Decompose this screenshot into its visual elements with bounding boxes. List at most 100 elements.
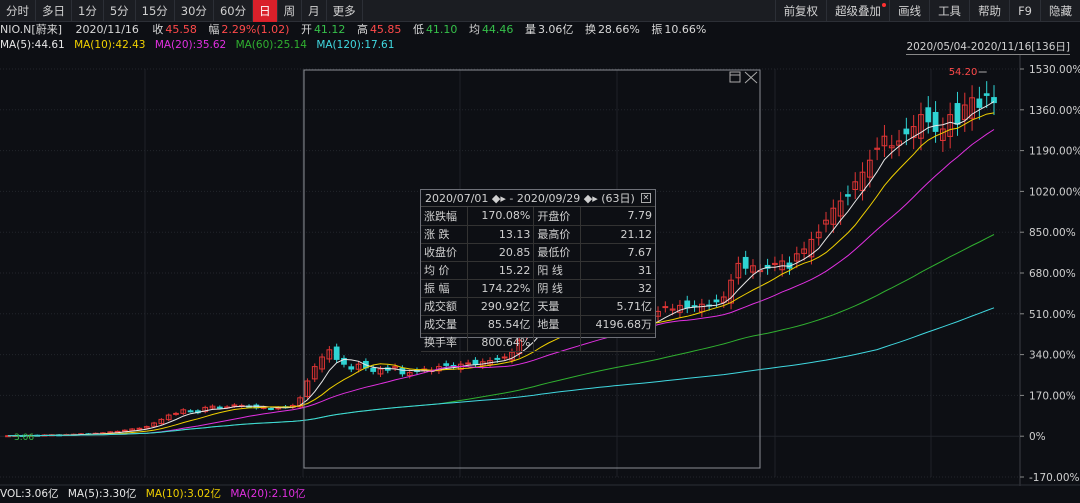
period-tab-1[interactable]: 多日 — [36, 0, 72, 22]
stat-key: 地量 — [533, 315, 582, 334]
stat-value: 5.71亿 — [580, 297, 655, 316]
candle-body — [983, 93, 990, 96]
stats-row: 均 价 15.22 阳 线 31 — [421, 261, 655, 280]
candle-body — [881, 135, 888, 147]
candle-body — [961, 104, 968, 121]
candle-body — [918, 114, 924, 139]
popup-date-range: 2020/07/01 ◆▸ - 2020/09/29 ◆▸ (63日) — [425, 192, 635, 205]
candle-body — [932, 111, 939, 132]
stock-symbol: NIO.N[蔚来] — [0, 23, 62, 36]
candle-body — [976, 98, 983, 108]
stat-value: 4196.68万 — [580, 315, 655, 334]
candlestick-chart[interactable]: 1530.00% 1360.00% 1190.00% 1020.00% 850.00% 6… — [0, 55, 1080, 486]
stat-key: 阳 线 — [533, 261, 582, 280]
toolbar-item-0[interactable]: 前复权 — [774, 0, 827, 22]
stat-value: 32 — [580, 279, 655, 298]
toolbar-item-6[interactable]: 隐藏 — [1040, 0, 1080, 22]
ma10-legend: MA(10):42.43 — [74, 39, 146, 51]
candle-body — [319, 356, 325, 370]
period-tab-8[interactable]: 周 — [278, 0, 303, 22]
candle-body — [136, 427, 143, 430]
candle-body — [852, 181, 859, 190]
period-tab-7[interactable]: 日 — [253, 0, 278, 22]
candle-body — [991, 97, 997, 104]
period-tab-0[interactable]: 分时 — [0, 0, 36, 22]
toolbar-item-1[interactable]: 超级叠加 — [826, 0, 889, 22]
close-icon[interactable]: ✕ — [641, 193, 651, 203]
candle-body — [742, 256, 749, 269]
candle-body — [165, 414, 172, 421]
low-label: 低 — [412, 23, 424, 36]
stat-key: 涨 跌 — [421, 225, 468, 244]
candle-body — [304, 380, 311, 398]
turnover-value: 28.66% — [597, 23, 640, 36]
candle-body — [355, 363, 362, 370]
period-tab-3[interactable]: 5分 — [104, 0, 136, 22]
period-tab-4[interactable]: 15分 — [136, 0, 175, 22]
candle-body — [662, 306, 669, 309]
high-value: 45.85 — [369, 23, 402, 36]
stat-value: 170.08% — [467, 207, 535, 226]
toolbar-right-menu: 前复权 超级叠加 画线 工具 帮助 F9 隐藏 — [774, 0, 1080, 22]
high-label: 高 — [356, 23, 368, 36]
stat-key: 均 价 — [421, 261, 468, 280]
period-tab-9[interactable]: 月 — [302, 0, 327, 22]
candle-body — [903, 128, 910, 135]
candle-body — [187, 410, 194, 413]
date-range-label[interactable]: 2020/05/04-2020/11/16[136日] — [906, 41, 1070, 55]
quote-summary: NIO.N[蔚来] 2020/11/16 收 45.58 幅 2.29%(1.02)… — [0, 22, 708, 38]
period-tab-2[interactable]: 1分 — [72, 0, 104, 22]
peak-price-label: 54.20 — [949, 67, 978, 78]
stat-value: 13.13 — [467, 225, 535, 244]
toolbar-item-3[interactable]: 工具 — [929, 0, 969, 22]
stat-value: 290.92亿 — [467, 297, 535, 316]
stat-key — [533, 333, 582, 352]
candle-body — [333, 346, 340, 360]
stat-value: 85.54亿 — [467, 315, 535, 334]
volume-legend: VOL:3.06亿 MA(5):3.30亿 MA(10):3.02亿 MA(20… — [0, 486, 306, 503]
change-label: 幅 — [208, 23, 220, 36]
open-label: 开 — [300, 23, 312, 36]
candle-body — [720, 296, 727, 303]
y-axis-label: 1190.00% — [1029, 146, 1080, 158]
candle-body — [713, 299, 720, 303]
stat-value: 31 — [580, 261, 655, 280]
stat-key: 天量 — [533, 297, 582, 316]
candle-body — [341, 357, 347, 365]
y-axis-label: 680.00% — [1029, 268, 1076, 280]
candle-body — [925, 107, 932, 123]
ma120-legend: MA(120):17.61 — [316, 39, 395, 51]
stat-value: 15.22 — [467, 261, 535, 280]
y-axis-label: 510.00% — [1029, 309, 1076, 321]
period-tab-6[interactable]: 60分 — [214, 0, 254, 22]
vol-ma10: MA(10):3.02亿 — [145, 488, 221, 500]
stats-row: 成交量 85.54亿 地量 4196.68万 — [421, 315, 655, 334]
close-label: 收 — [152, 23, 164, 36]
toolbar-item-2[interactable]: 画线 — [889, 0, 929, 22]
candle-body — [896, 140, 902, 146]
toolbar-item-5[interactable]: F9 — [1009, 0, 1040, 22]
candle-body — [823, 219, 829, 225]
stat-key: 换手率 — [421, 333, 468, 352]
avg-label: 均 — [468, 23, 480, 36]
stats-table: 涨跌幅 170.08% 开盘价 7.79 涨 跌 13.13 最高价 21.12 收盘价 20.8… — [421, 207, 655, 352]
period-tab-5[interactable]: 30分 — [175, 0, 214, 22]
candle-body — [779, 260, 786, 271]
ma-legend: MA(5):44.61 MA(10):42.43 MA(20):35.62 MA… — [0, 38, 394, 53]
stats-row: 振 幅 174.22% 阴 线 32 — [421, 279, 655, 298]
period-toolbar: 分时 多日 1分 5分 15分 30分 60分日周月更多 前复权 超级叠加 画线 工具 帮助 F9 隐藏 — [0, 0, 1080, 22]
toolbar-item-4[interactable]: 帮助 — [969, 0, 1009, 22]
stat-value — [580, 333, 655, 352]
candle-body — [509, 351, 515, 361]
candle-body — [940, 128, 946, 141]
candle-body — [268, 408, 274, 411]
candle-body — [801, 248, 807, 254]
period-tab-10[interactable]: 更多 — [327, 0, 363, 22]
interval-stats-popup: 2020/07/01 ◆▸ - 2020/09/29 ◆▸ (63日) ✕ 涨跌… — [420, 189, 656, 352]
candle-body — [750, 265, 756, 273]
candle-body — [348, 366, 355, 370]
start-price-label: 3.06 — [14, 433, 34, 443]
candle-body — [377, 368, 384, 375]
close-selection-icon — [744, 71, 758, 84]
candle-body — [735, 262, 742, 279]
